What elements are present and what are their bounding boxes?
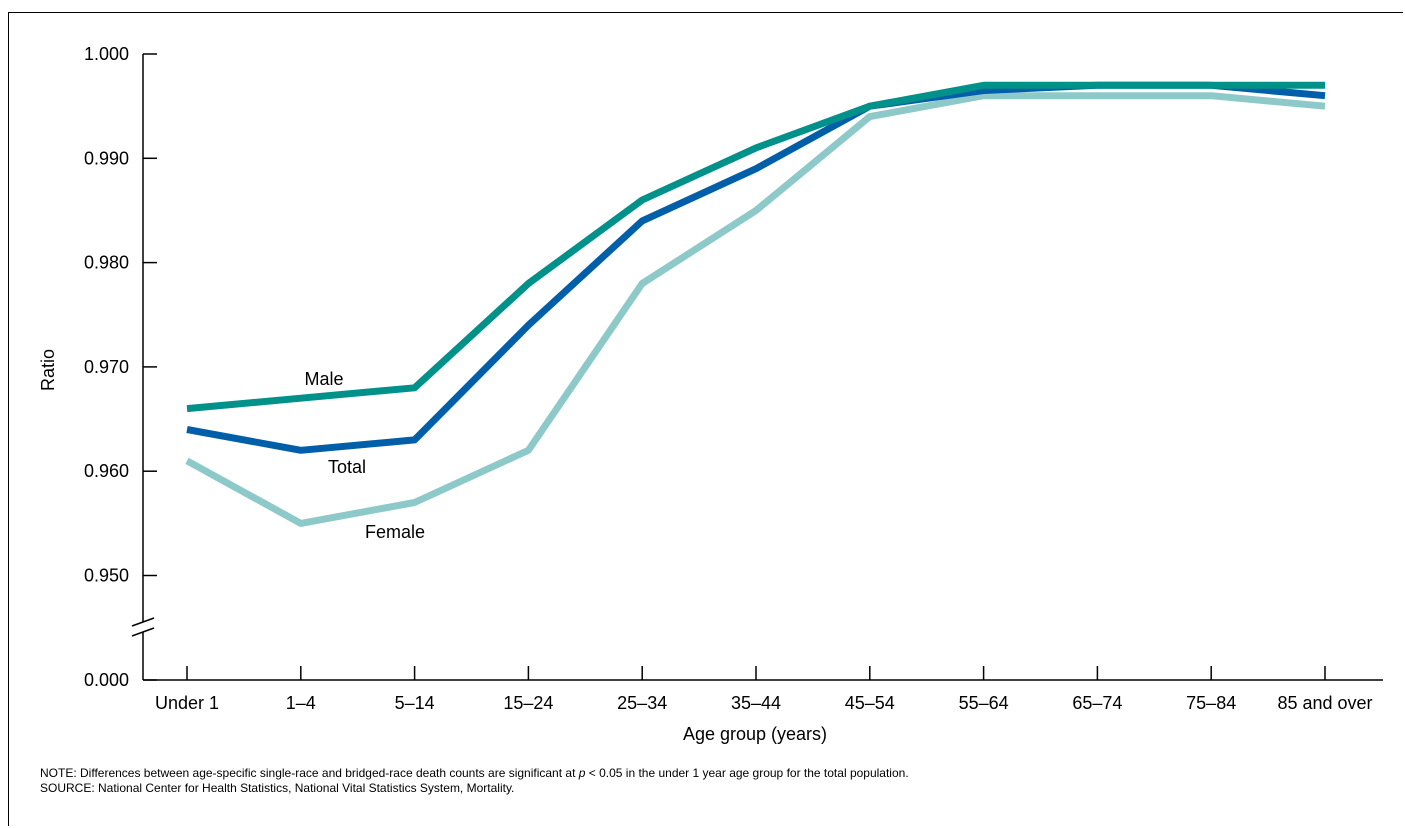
x-tick-label: 55–64 xyxy=(959,693,1009,713)
source-text: SOURCE: National Center for Health Stati… xyxy=(40,781,515,795)
y-tick-label: 0.000 xyxy=(84,670,129,690)
y-axis: 1.000 0.990 0.980 0.970 0.960 0.950 0.000 xyxy=(84,44,157,690)
figure-notes: NOTE: Differences between age-specific s… xyxy=(40,766,1380,796)
series-layer xyxy=(185,81,1326,527)
series-label-male: Male xyxy=(304,369,343,389)
x-tick-label: 1–4 xyxy=(286,693,316,713)
x-tick-label: Under 1 xyxy=(155,693,219,713)
series-label-total: Total xyxy=(328,457,366,477)
line-chart: 1.000 0.990 0.980 0.970 0.960 0.950 0.000 Unde… xyxy=(38,44,1383,744)
x-axis: Under 1 1–4 5–14 15–24 25–34 35–44 45–54 55–64 6… xyxy=(143,666,1383,713)
series-label-female: Female xyxy=(365,522,425,542)
y-tick-label: 0.970 xyxy=(84,357,129,377)
x-tick-label: 25–34 xyxy=(617,693,667,713)
x-tick-label: 5–14 xyxy=(395,693,435,713)
x-tick-label: 65–74 xyxy=(1072,693,1122,713)
series-labels: Male Total Female xyxy=(304,369,425,542)
x-tick-label: 85 and over xyxy=(1277,693,1372,713)
y-tick-label: 0.990 xyxy=(84,148,129,168)
figure-frame xyxy=(8,12,1403,826)
note-text: NOTE: Differences between age-specific s… xyxy=(40,766,909,780)
y-tick-label: 0.980 xyxy=(84,253,129,273)
series-line-male xyxy=(186,81,1325,413)
x-tick-label: 75–84 xyxy=(1186,693,1236,713)
x-tick-label: 45–54 xyxy=(845,693,895,713)
x-tick-label: 15–24 xyxy=(503,693,553,713)
series-line-female xyxy=(185,92,1326,527)
x-tick-label: 35–44 xyxy=(731,693,781,713)
y-tick-label: 0.950 xyxy=(84,566,129,586)
x-axis-title: Age group (years) xyxy=(683,724,827,744)
axis-break-mark xyxy=(131,627,155,637)
y-axis-title: Ratio xyxy=(38,349,58,391)
y-tick-label: 1.000 xyxy=(84,44,129,64)
axis-break-mark xyxy=(131,617,155,627)
y-tick-label: 0.960 xyxy=(84,461,129,481)
